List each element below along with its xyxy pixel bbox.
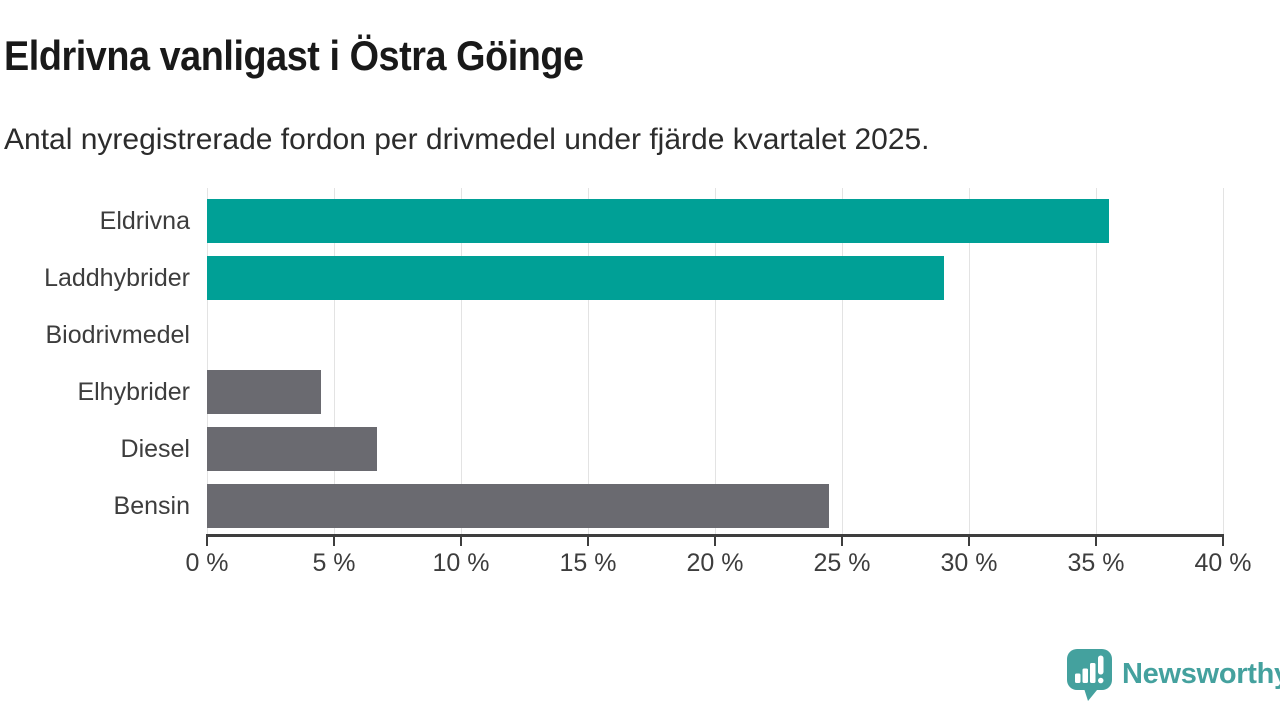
gridline bbox=[1222, 188, 1224, 534]
x-axis-tick bbox=[841, 537, 843, 546]
page-title-text: Eldrivna vanligast i Östra Göinge bbox=[4, 32, 584, 79]
x-axis-tick-label: 0 % bbox=[185, 549, 229, 577]
x-axis-tick bbox=[714, 537, 716, 546]
x-axis-tick bbox=[1222, 537, 1224, 546]
x-axis-tick-label: 35 % bbox=[1067, 549, 1125, 577]
x-axis-tick bbox=[333, 537, 335, 546]
gridline bbox=[460, 188, 462, 534]
page-subtitle: Antal nyregistrerade fordon per drivmede… bbox=[4, 123, 930, 156]
page-title: Eldrivna vanligast i Östra Göinge bbox=[4, 31, 648, 81]
category-label: Bensin bbox=[113, 491, 190, 520]
x-axis-tick-label: 15 % bbox=[559, 549, 617, 577]
gridline bbox=[1095, 188, 1097, 534]
x-axis-tick-label: 40 % bbox=[1194, 549, 1252, 577]
gridline bbox=[968, 188, 970, 534]
gridline bbox=[333, 188, 335, 534]
category-label: Laddhybrider bbox=[44, 263, 190, 292]
x-axis-tick bbox=[968, 537, 970, 546]
category-label: Diesel bbox=[120, 434, 190, 463]
bar-diesel bbox=[207, 426, 378, 471]
x-axis-tick-label: 5 % bbox=[312, 549, 356, 577]
x-axis-tick-label: 20 % bbox=[686, 549, 744, 577]
category-label: Eldrivna bbox=[99, 206, 190, 235]
x-axis-tick-label: 30 % bbox=[940, 549, 998, 577]
bar-elhybrider bbox=[207, 369, 322, 414]
category-label: Elhybrider bbox=[77, 377, 190, 406]
bar-laddhybrider bbox=[207, 255, 944, 300]
x-axis-line bbox=[206, 534, 1224, 537]
x-axis-tick-label: 10 % bbox=[432, 549, 490, 577]
newsworthy-logo: Newsworthy bbox=[1066, 648, 1280, 701]
x-axis-tick bbox=[587, 537, 589, 546]
bar-eldrivna bbox=[207, 198, 1109, 243]
x-axis-tick bbox=[1095, 537, 1097, 546]
bar-bensin bbox=[207, 483, 830, 528]
gridline bbox=[206, 188, 208, 534]
newsworthy-logo-text: Newsworthy bbox=[1122, 658, 1280, 690]
gridline bbox=[714, 188, 716, 534]
category-label: Biodrivmedel bbox=[45, 320, 190, 349]
x-axis-tick-label: 25 % bbox=[813, 549, 871, 577]
gridline bbox=[587, 188, 589, 534]
newsworthy-logo-icon bbox=[1067, 649, 1112, 701]
gridline bbox=[841, 188, 843, 534]
x-axis-tick bbox=[206, 537, 208, 546]
x-axis-tick bbox=[460, 537, 462, 546]
